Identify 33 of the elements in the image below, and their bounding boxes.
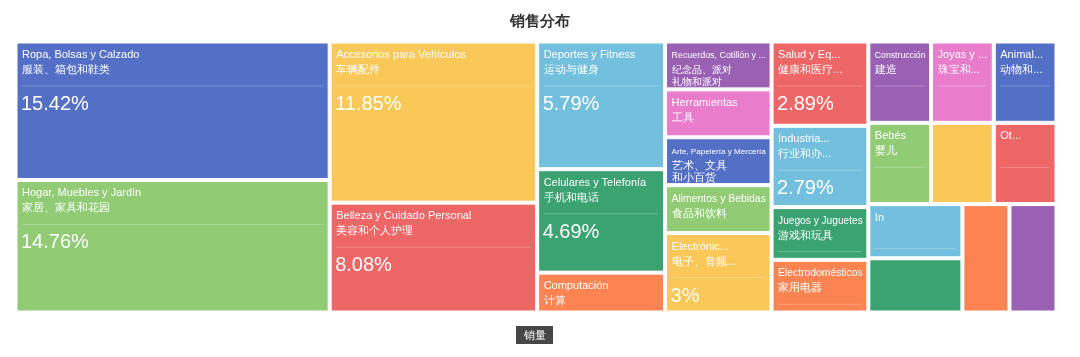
category-label: Industria... 行业和办... (778, 132, 832, 160)
category-label: Ot... (1000, 129, 1022, 142)
data-label: 4.69% (542, 219, 600, 242)
category-label: In (874, 210, 885, 223)
category-label: Computación 计算 (543, 279, 609, 307)
category-label: Celulares y Telefonía 手机和电话 (543, 175, 648, 203)
data-label: 5.79% (542, 92, 600, 114)
category-label: Electrodomésticos 家用电器 (778, 267, 863, 294)
category-label: Ropa, Bolsas y Calzado 服装、箱包和鞋类 (22, 48, 140, 75)
category-label: Deportes y Fitness 运动与健身 (543, 48, 636, 75)
data-label: 15.42% (21, 92, 90, 114)
category-label: Accesorios para Vehículos 车辆配件 (336, 48, 467, 75)
category-label: Bebés 婴儿 (874, 129, 907, 157)
category-label: Construcción 建造 (873, 50, 926, 75)
data-label: 11.85% (335, 92, 402, 114)
category-label: Juegos y Juguetes 游戏和玩具 (778, 214, 863, 241)
data-label: 2.79% (777, 176, 834, 199)
category-label: Herramientas 工具 (671, 95, 739, 123)
data-label: 2.89% (777, 92, 834, 114)
category-label: Belleza y Cuidado Personal 美容和个人护理 (336, 209, 472, 237)
category-label: Arte, Papelería y Mercería 艺术、文具和小百货 (671, 146, 767, 183)
category-label: Alimentos y Bebidas 食品和饮料 (671, 192, 766, 219)
text: 销量 (523, 329, 546, 341)
data-label: 8.08% (335, 253, 393, 276)
category-label: Electrónic... 电子、音频... (671, 239, 736, 267)
category-label: Recuerdos, Cotillón y ... 纪念品、派对礼物和派对 (671, 50, 766, 87)
category-label: Hogar, Muebles y Jardín 家居、家具和花园 (22, 186, 142, 214)
category-label: Salud y Eq... 健康和医疗... (778, 48, 843, 75)
data-label: 3% (670, 283, 700, 306)
category-label: Joyas y ... 珠宝和... (937, 48, 988, 75)
text: 销售分布 (509, 12, 570, 29)
category-label: Animal... 动物和... (1000, 48, 1044, 75)
data-label: 14.76% (21, 230, 90, 253)
